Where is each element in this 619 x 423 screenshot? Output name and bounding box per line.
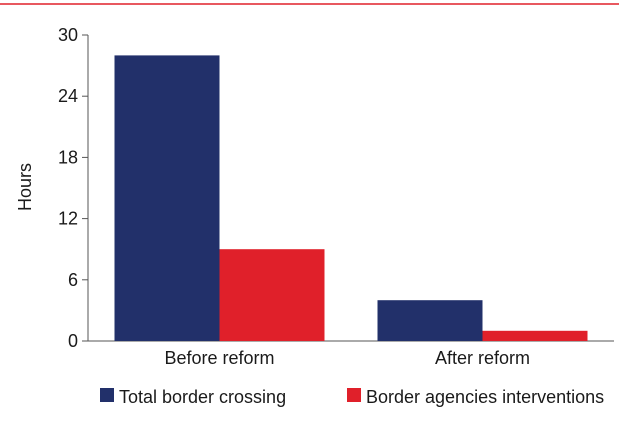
bar-before-reform-series-2 [219, 249, 325, 341]
y-tick-label: 0 [68, 331, 78, 351]
y-tick-label: 30 [58, 25, 78, 45]
bar-before-reform-series-1 [114, 55, 220, 342]
bars [114, 55, 588, 342]
legend: Total border crossing Border agencies int… [100, 387, 604, 407]
legend-label: Total border crossing [119, 387, 286, 407]
category-label: After reform [435, 348, 530, 368]
y-tick-label: 6 [68, 270, 78, 290]
legend-label: Border agencies interventions [366, 387, 604, 407]
category-label: Before reform [164, 348, 274, 368]
category-labels: Before reform After reform [164, 348, 530, 368]
y-tick-label: 18 [58, 147, 78, 167]
y-axis: 0 6 12 18 24 30 [58, 25, 89, 351]
y-tick-label: 12 [58, 209, 78, 229]
legend-swatch [100, 388, 114, 402]
y-tick-label: 24 [58, 86, 78, 106]
bar-after-reform-series-1 [377, 300, 483, 341]
y-axis-title: Hours [15, 163, 35, 211]
bar-after-reform-series-2 [482, 330, 588, 341]
legend-swatch [347, 388, 361, 402]
